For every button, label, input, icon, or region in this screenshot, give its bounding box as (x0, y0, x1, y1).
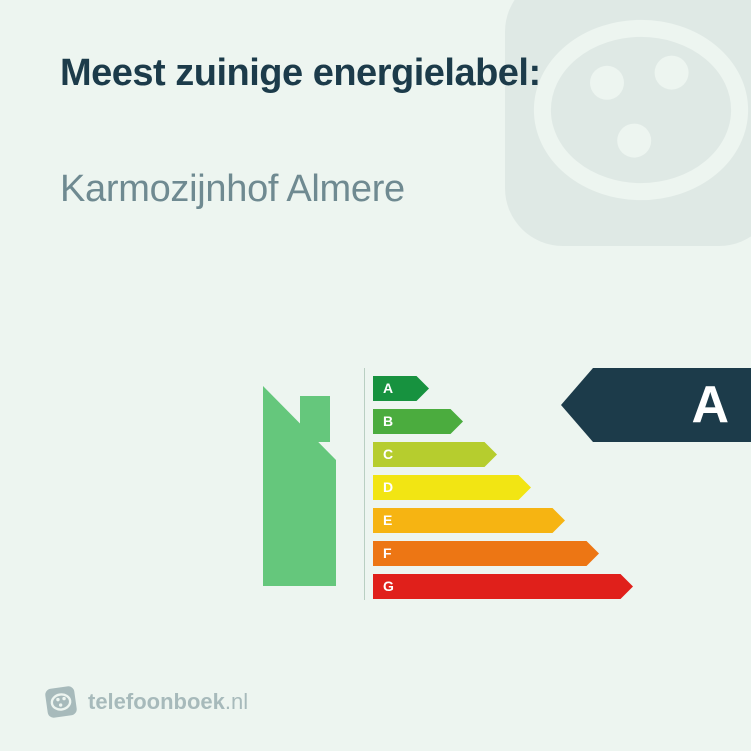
energy-bar: E (373, 508, 633, 533)
brand-text-bold: telefoonboek (88, 689, 225, 714)
energy-bar-label: G (383, 574, 394, 599)
energy-bar-label: D (383, 475, 393, 500)
energy-bar-label: E (383, 508, 392, 533)
energy-bar-shape (373, 574, 633, 599)
footer-brand: telefoonboek.nl (44, 685, 248, 719)
watermark-icon (471, 0, 751, 280)
energy-bar: D (373, 475, 633, 500)
chart-separator (364, 368, 365, 600)
energy-bar: F (373, 541, 633, 566)
page-title: Meest zuinige energielabel: (60, 52, 541, 95)
energy-bar-label: F (383, 541, 392, 566)
rating-badge: A (561, 368, 751, 442)
energy-bar: G (373, 574, 633, 599)
rating-badge-letter: A (691, 368, 729, 442)
brand-icon (44, 685, 78, 719)
brand-text: telefoonboek.nl (88, 689, 248, 715)
house-icon (160, 386, 365, 596)
energy-bar-shape (373, 475, 531, 500)
energy-bar-shape (373, 508, 565, 533)
energy-bar-shape (373, 376, 429, 401)
energy-bar: C (373, 442, 633, 467)
brand-text-tld: .nl (225, 689, 248, 714)
energy-bar-label: C (383, 442, 393, 467)
energy-bar-shape (373, 541, 599, 566)
energy-bar-label: A (383, 376, 393, 401)
location-name: Karmozijnhof Almere (60, 168, 405, 211)
energy-bar-label: B (383, 409, 393, 434)
